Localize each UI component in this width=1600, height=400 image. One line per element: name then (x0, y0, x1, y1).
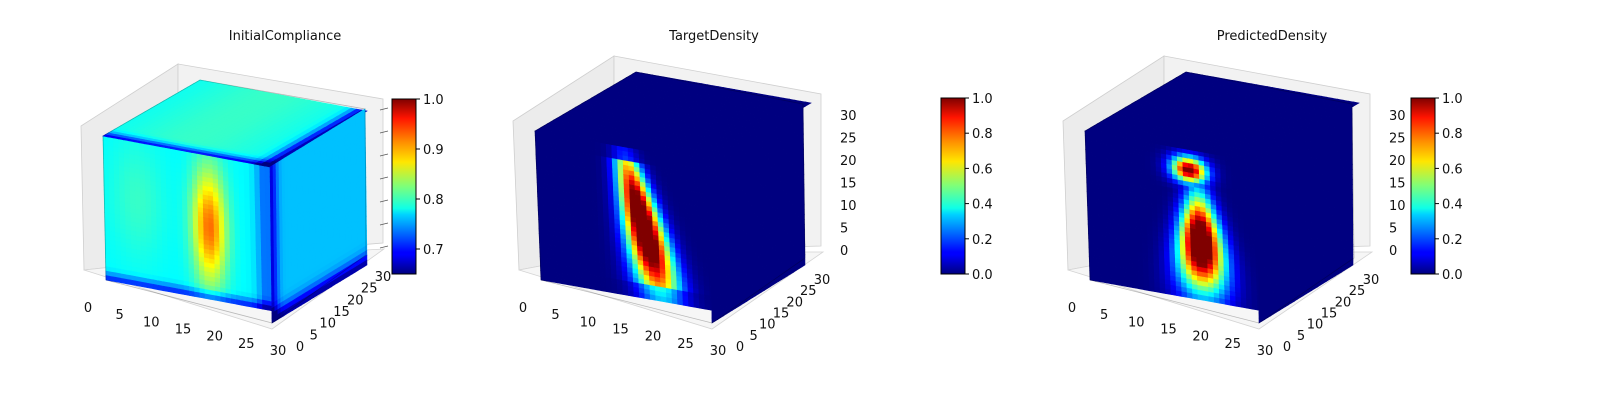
voxel-cell (183, 289, 190, 296)
voxel-cell (622, 289, 629, 296)
voxel-cell (168, 286, 175, 293)
voxel-cell (110, 276, 117, 283)
x-tick-label: 0 (84, 301, 92, 316)
voxel-cell (584, 282, 591, 290)
voxel-cell (194, 291, 201, 298)
voxel-cell (162, 285, 169, 292)
y-tick-label: 5 (310, 328, 318, 343)
voxel-cell (136, 280, 143, 288)
colorbar-tick-label: 0.8 (423, 193, 444, 208)
x-tick-label: 25 (238, 337, 255, 352)
z-tick-mark (379, 245, 389, 249)
colorbar: 0.7 0.8 0.9 1.0 (391, 93, 444, 275)
voxel-cell (699, 303, 706, 310)
voxel-cell (638, 292, 646, 299)
voxel-cell (246, 301, 253, 308)
voxel-cell (660, 296, 668, 303)
voxel-cell (682, 300, 690, 307)
subplot-title: InitialCompliance (229, 29, 342, 44)
voxel-cell (204, 293, 211, 300)
voxel-cell (209, 294, 216, 301)
voxel-cell (551, 276, 558, 284)
voxel-cell (251, 302, 258, 309)
voxel-cell (157, 284, 164, 292)
voxel-cell (617, 288, 624, 295)
front-face (102, 135, 274, 312)
voxel-cell (147, 282, 154, 290)
voxel-cell (556, 277, 564, 285)
voxel-cell (704, 304, 711, 311)
voxel-cell (677, 299, 684, 306)
voxel-cell (693, 302, 700, 309)
voxel-cell (666, 297, 673, 304)
voxel-cell (262, 304, 269, 311)
voxel-cell (220, 296, 227, 303)
voxel-cell (611, 287, 618, 294)
voxel-cell (115, 277, 123, 284)
voxel-cell (688, 301, 695, 308)
voxel-cell (215, 295, 222, 302)
voxel-cell (562, 278, 569, 286)
voxel-cell (199, 292, 206, 299)
subplot-title: TargetDensity (668, 29, 759, 44)
colorbar-tick-label: 0.9 (423, 143, 444, 158)
voxel-cell (152, 283, 159, 291)
voxel-cell (573, 280, 580, 288)
voxel-cell (655, 295, 662, 302)
voxel-cell (256, 303, 263, 310)
colorbar-tick-label: 0.7 (423, 243, 444, 258)
voxel-cell (595, 284, 602, 292)
colorbar-tick-label: 1.0 (423, 93, 444, 108)
voxel-cell (649, 294, 657, 301)
x-tick-label: 5 (116, 308, 124, 323)
voxel-cell (578, 281, 586, 289)
voxel-cell (173, 287, 180, 294)
voxel-cell (142, 281, 149, 289)
voxel-cell (567, 279, 575, 287)
y-tick-label: 0 (296, 340, 304, 355)
voxel-cell (126, 279, 133, 286)
voxel-cell (600, 285, 607, 292)
y-tick-label: 30 (375, 270, 392, 285)
voxel-cell (589, 283, 597, 291)
voxel-cell (545, 275, 553, 283)
voxel-cell (189, 290, 196, 297)
x-tick-label: 20 (206, 330, 223, 345)
voxel-cell (241, 300, 248, 307)
voxel-cell (236, 299, 243, 306)
voxel-cell (225, 297, 232, 304)
voxel-cell (230, 298, 237, 305)
x-tick-label: 15 (175, 323, 192, 338)
voxel-cell (606, 286, 613, 293)
voxel-cell (633, 291, 640, 298)
voxel-cell (627, 290, 635, 297)
voxel-cell (671, 298, 679, 305)
voxel-cell (178, 288, 185, 295)
colorbar-gradient (391, 98, 417, 275)
x-tick-label: 30 (270, 344, 287, 359)
voxel-cell (644, 293, 651, 300)
voxel-cell (131, 279, 138, 287)
voxel-cell (121, 278, 128, 285)
x-tick-label: 10 (143, 315, 160, 330)
